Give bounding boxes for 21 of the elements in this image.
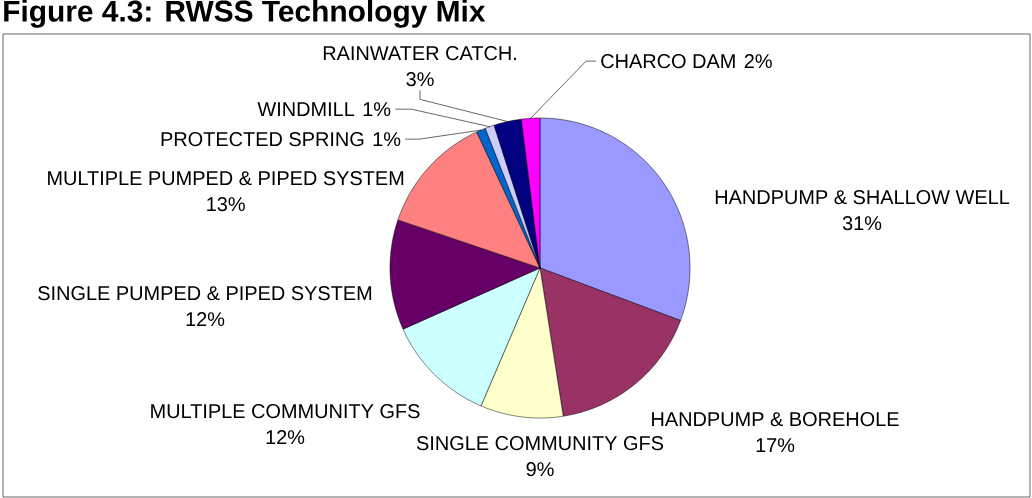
data-label: 2% xyxy=(744,54,772,69)
slice-label: PROTECTED SPRING xyxy=(161,132,364,147)
slice-label: SINGLE PUMPED & PIPED SYSTEM xyxy=(38,286,372,301)
data-label: 17% xyxy=(756,438,795,453)
chart-title: Figure 4.3: RWSS Technology Mix xyxy=(4,0,486,28)
data-label: 1% xyxy=(373,132,401,147)
data-label: 12% xyxy=(266,430,305,445)
slice-label: CHARCO DAM xyxy=(601,54,735,69)
data-label: 13% xyxy=(207,197,245,212)
data-label: 31% xyxy=(842,216,882,231)
data-label: 9% xyxy=(526,462,554,477)
data-label: 12% xyxy=(186,312,225,327)
slice-label: HANDPUMP & BOREHOLE xyxy=(652,412,899,427)
slice-label: RAINWATER CATCH. xyxy=(323,46,516,61)
slice-label: WINDMILL xyxy=(257,102,355,116)
data-label: 3% xyxy=(406,72,434,87)
slice-label: HANDPUMP & SHALLOW WELL xyxy=(715,190,1010,205)
slice-label: SINGLE COMMUNITY GFS xyxy=(416,436,664,451)
slice-label: MULTIPLE PUMPED & PIPED SYSTEM xyxy=(48,171,404,186)
slice-label: MULTIPLE COMMUNITY GFS xyxy=(151,404,420,419)
data-label: 1% xyxy=(363,102,391,117)
